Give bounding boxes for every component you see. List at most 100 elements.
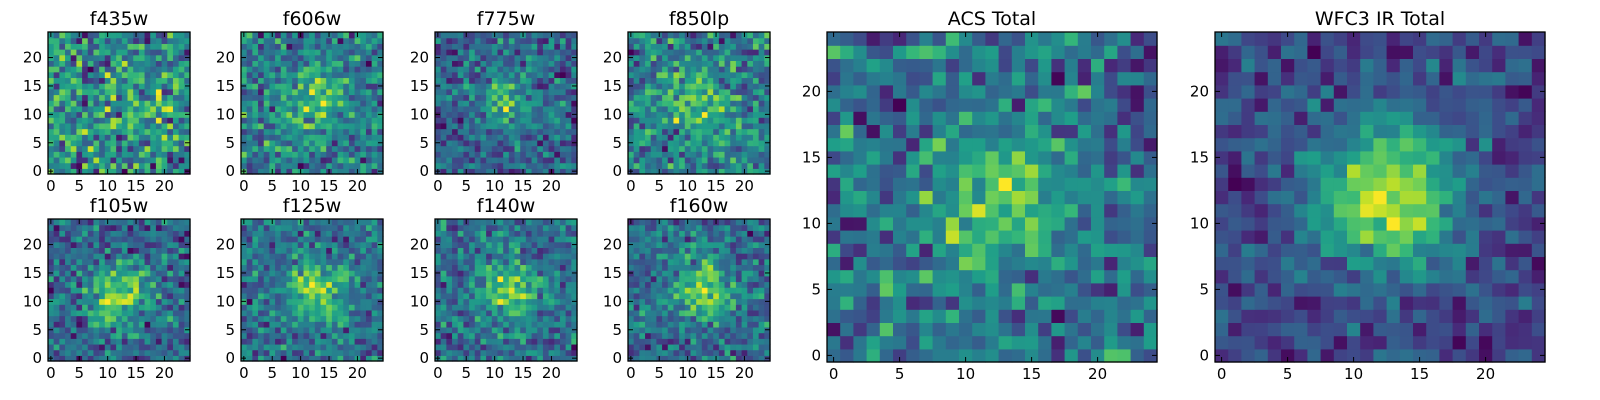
- heatmap-cell: [565, 326, 572, 334]
- heatmap-cell: [645, 83, 652, 90]
- heatmap-cell: [70, 49, 77, 56]
- heatmap-cell: [59, 236, 66, 243]
- heatmap-cell: [497, 88, 504, 96]
- heatmap-cell: [446, 355, 453, 362]
- heatmap-cell: [474, 32, 482, 39]
- y-tick-label: 15: [603, 77, 622, 95]
- heatmap-cell: [525, 134, 533, 141]
- heatmap-cell: [565, 349, 572, 356]
- heatmap-cell: [491, 281, 499, 288]
- heatmap-cell: [76, 60, 83, 67]
- heatmap-cell: [82, 219, 89, 226]
- heatmap-cell: [730, 111, 737, 118]
- heatmap-cell: [525, 66, 533, 73]
- heatmap-cell: [178, 343, 185, 351]
- heatmap-cell: [167, 309, 174, 317]
- heatmap-cell: [320, 355, 327, 362]
- heatmap-cell: [93, 145, 100, 152]
- heatmap-cell: [656, 270, 663, 277]
- heatmap-cell: [571, 94, 578, 101]
- heatmap-cell: [713, 343, 720, 351]
- heatmap-cell: [707, 309, 714, 317]
- heatmap-cell: [269, 338, 276, 345]
- heatmap-cell: [87, 151, 95, 158]
- heatmap-cell: [172, 309, 180, 317]
- heatmap-cell: [701, 43, 709, 50]
- heatmap-cell: [633, 332, 640, 339]
- heatmap-cell: [752, 145, 760, 152]
- heatmap-cell: [542, 241, 550, 248]
- heatmap-cell: [684, 122, 692, 130]
- heatmap-cell: [371, 321, 378, 328]
- heatmap-cell: [331, 139, 339, 147]
- heatmap-cell: [520, 224, 527, 231]
- heatmap-cell: [99, 66, 106, 73]
- heatmap-cell: [435, 343, 442, 351]
- heatmap-cell: [503, 287, 510, 294]
- heatmap-cell: [184, 258, 191, 266]
- heatmap-cell: [275, 264, 282, 271]
- heatmap-cell: [178, 224, 185, 231]
- heatmap-cell: [446, 60, 453, 67]
- heatmap-cell: [735, 315, 743, 322]
- heatmap-cell: [82, 168, 89, 175]
- heatmap-cell: [275, 168, 282, 175]
- x-tick-label: 20: [542, 364, 561, 382]
- heatmap-cell: [503, 332, 510, 339]
- heatmap-cell: [469, 37, 476, 44]
- heatmap-cell: [650, 77, 657, 84]
- y-tick-label: 0: [32, 162, 42, 180]
- heatmap-cell: [337, 54, 344, 61]
- heatmap-cell: [292, 219, 299, 226]
- heatmap-cell: [275, 355, 282, 362]
- heatmap-cell: [87, 49, 95, 56]
- heatmap-cell: [457, 168, 464, 175]
- heatmap-cell: [241, 224, 248, 231]
- heatmap-cell: [486, 162, 493, 169]
- heatmap-cell: [457, 315, 464, 322]
- axes-frame: [47, 31, 191, 175]
- heatmap-cell: [446, 128, 453, 135]
- heatmap-cell: [764, 128, 771, 135]
- heatmap-cell: [639, 66, 646, 73]
- heatmap-cell: [747, 287, 754, 294]
- heatmap-cell: [263, 37, 270, 44]
- heatmap-cell: [469, 60, 476, 67]
- heatmap-cell: [87, 111, 95, 118]
- heatmap-cell: [440, 43, 447, 50]
- heatmap-cell: [452, 281, 459, 288]
- heatmap-cell: [486, 355, 493, 362]
- heatmap-cell: [127, 219, 134, 226]
- heatmap-cell: [53, 60, 60, 67]
- heatmap-cell: [679, 32, 686, 39]
- heatmap-cell: [76, 236, 83, 243]
- heatmap-cell: [718, 298, 726, 305]
- heatmap-cell: [138, 88, 146, 96]
- heatmap-cell: [167, 122, 174, 130]
- heatmap-cell: [70, 32, 77, 39]
- heatmap-cell: [548, 338, 555, 345]
- heatmap-cell: [155, 83, 163, 90]
- heatmap-cell: [673, 83, 680, 90]
- heatmap-cell: [104, 264, 112, 271]
- y-tick-label: 15: [410, 264, 429, 282]
- heatmap-cell: [684, 338, 692, 345]
- heatmap-cell: [161, 292, 168, 300]
- heatmap-cell: [252, 332, 259, 339]
- heatmap-cell: [542, 134, 550, 141]
- heatmap-cell: [127, 287, 134, 294]
- heatmap-cell: [53, 230, 60, 237]
- heatmap-cell: [503, 270, 510, 277]
- heatmap-cell: [343, 247, 350, 254]
- heatmap-cell: [65, 139, 72, 147]
- heatmap-cell: [144, 162, 151, 169]
- heatmap-cell: [93, 168, 100, 175]
- heatmap-cell: [537, 77, 544, 84]
- heatmap-cell: [138, 145, 146, 152]
- heatmap-cell: [258, 304, 265, 311]
- heatmap-cell: [639, 287, 646, 294]
- heatmap-cell: [628, 281, 635, 288]
- heatmap-cell: [713, 94, 720, 101]
- heatmap-cell: [360, 139, 367, 147]
- heatmap-cell: [360, 253, 367, 260]
